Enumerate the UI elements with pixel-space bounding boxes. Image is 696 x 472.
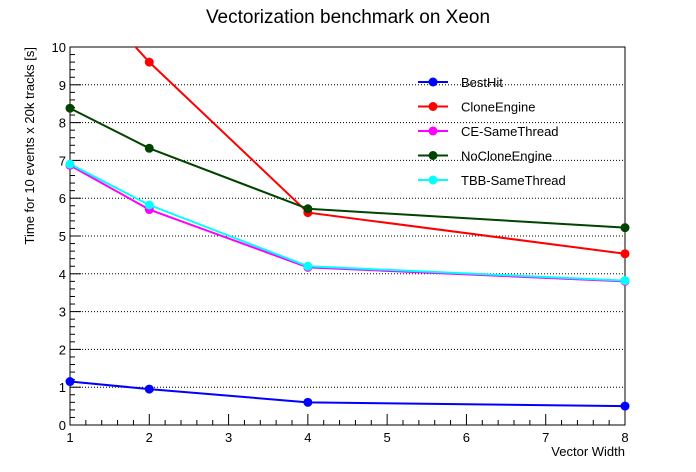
legend-label-cloneengine: CloneEngine bbox=[461, 100, 535, 115]
y-tick-label-7: 7 bbox=[59, 153, 66, 168]
x-tick-label-2: 3 bbox=[225, 430, 232, 445]
y-tick-label-8: 8 bbox=[59, 116, 66, 131]
chart-title: Vectorization benchmark on Xeon bbox=[206, 7, 490, 28]
y-tick-label-2: 2 bbox=[59, 342, 66, 357]
y-tick-label-0: 0 bbox=[59, 418, 66, 433]
x-tick-label-7: 8 bbox=[621, 430, 628, 445]
y-tick-label-9: 9 bbox=[59, 78, 66, 93]
x-tick-label-3: 4 bbox=[304, 430, 311, 445]
y-tick-label-6: 6 bbox=[59, 191, 66, 206]
data-point-besthit bbox=[620, 401, 630, 411]
legend-marker-nocloneengine bbox=[428, 151, 438, 160]
x-axis-label: Vector Width bbox=[551, 444, 625, 459]
x-tick-label-6: 7 bbox=[542, 430, 549, 445]
x-tick-label-4: 5 bbox=[384, 430, 391, 445]
legend-label-besthit: BestHit bbox=[461, 75, 503, 90]
series-line-besthit bbox=[70, 380, 625, 408]
y-tick-label-4: 4 bbox=[59, 267, 66, 282]
legend-label-tbb-samethread: TBB-SameThread bbox=[461, 173, 566, 188]
data-point-cloneengine bbox=[144, 57, 154, 67]
y-tick-label-5: 5 bbox=[59, 229, 66, 244]
legend: BestHit CloneEngine CE-SameThread NoCloneEn… bbox=[418, 75, 566, 188]
data-point-nocloneengine bbox=[620, 223, 630, 233]
data-point-nocloneengine bbox=[144, 143, 154, 153]
data-point-tbb-samethread bbox=[303, 261, 313, 271]
series-line-tbb-samethread bbox=[70, 163, 625, 282]
data-point-nocloneengine bbox=[303, 204, 313, 214]
x-tick-label-0: 1 bbox=[66, 430, 73, 445]
series-line-cloneengine bbox=[134, 47, 625, 255]
x-tick-label-1: 2 bbox=[146, 430, 153, 445]
data-point-besthit bbox=[65, 377, 75, 387]
legend-marker-cloneengine bbox=[428, 102, 438, 111]
grid bbox=[70, 84, 625, 388]
legend-label-ce-samethread: CE-SameThread bbox=[461, 124, 559, 139]
legend-marker-besthit bbox=[428, 77, 438, 87]
legend-marker-ce-samethread bbox=[428, 126, 438, 136]
data-point-tbb-samethread bbox=[620, 276, 630, 286]
y-tick-label-10: 10 bbox=[52, 40, 66, 55]
series-line-nocloneengine bbox=[70, 107, 625, 229]
series-group bbox=[70, 47, 625, 408]
data-point-nocloneengine bbox=[65, 103, 75, 113]
y-axis-label: Time for 10 events x 20k tracks [s] bbox=[22, 47, 37, 244]
data-point-cloneengine bbox=[620, 249, 630, 259]
y-tick-label-3: 3 bbox=[59, 305, 66, 320]
data-point-tbb-samethread bbox=[144, 200, 154, 210]
legend-label-nocloneengine: NoCloneEngine bbox=[461, 149, 552, 164]
y-tick-label-1: 1 bbox=[59, 380, 66, 395]
x-tick-label-5: 6 bbox=[463, 430, 470, 445]
data-point-besthit bbox=[303, 397, 313, 407]
markers-group bbox=[65, 57, 630, 411]
data-point-tbb-samethread bbox=[65, 159, 75, 169]
legend-marker-tbb-samethread bbox=[428, 175, 438, 185]
data-point-besthit bbox=[144, 384, 154, 394]
